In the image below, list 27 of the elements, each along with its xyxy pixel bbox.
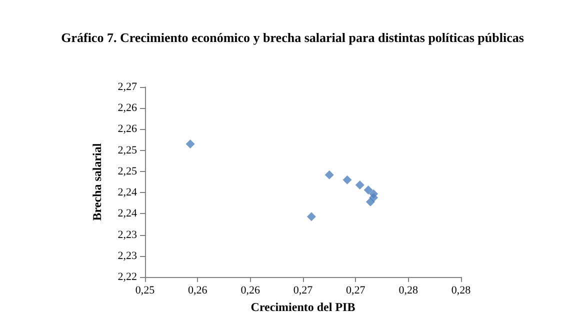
point (355, 180, 364, 190)
y-tick-label: 2,24 (118, 186, 138, 199)
chart-title: Gráfico 7. Crecimiento económico y brecha salarial para distintas políticas públicas (61, 30, 524, 45)
y-tick-label: 2,27 (118, 81, 138, 93)
x-tick-label: 0,26 (240, 284, 260, 296)
y-tick-label: 2,24 (118, 208, 138, 220)
y-axis-title: Brecha salarial (90, 142, 104, 221)
point (342, 175, 352, 184)
point (366, 197, 375, 206)
x-tick-label: 0,26 (188, 284, 208, 296)
y-tick-label: 2,22 (118, 271, 137, 283)
point (186, 140, 195, 148)
y-tick-label: 2,26 (118, 123, 138, 136)
point (324, 170, 334, 180)
y-tick-label: 2,26 (118, 102, 138, 114)
y-tick-label: 2,25 (118, 165, 138, 178)
y-tick-label: 2,25 (118, 144, 138, 156)
y-tick-label: 2,23 (118, 228, 138, 241)
x-axis-title: Crecimiento del PIB (250, 300, 356, 314)
point (306, 212, 316, 222)
x-tick-label: 0,27 (346, 284, 366, 296)
x-tick-label: 0,28 (451, 284, 472, 296)
x-tick-label: 0,27 (293, 284, 314, 296)
point (364, 186, 373, 195)
x-tick-label: 0,25 (135, 284, 156, 296)
x-tick-label: 0,28 (398, 284, 418, 296)
y-tick-label: 2,23 (118, 250, 138, 262)
